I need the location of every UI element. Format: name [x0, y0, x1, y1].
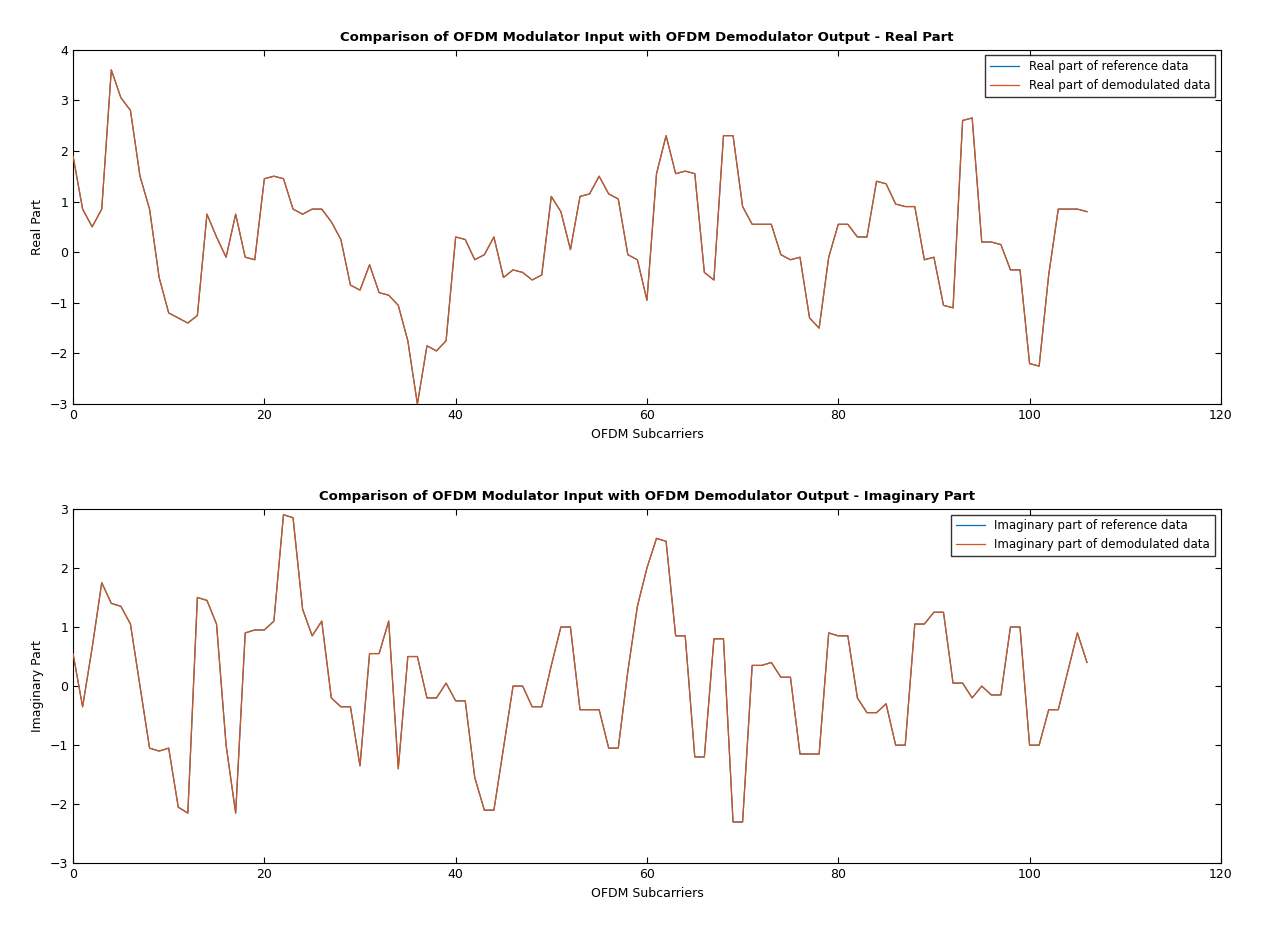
Y-axis label: Imaginary Part: Imaginary Part	[32, 641, 44, 732]
Real part of reference data	[983, 236, 999, 248]
Imaginary part of reference data	[382, 615, 397, 627]
Real part of reference data	[104, 64, 119, 75]
Imaginary part of reference data	[66, 648, 81, 659]
Real part of demodulated data	[983, 236, 999, 248]
Imaginary part of demodulated data	[897, 739, 913, 750]
Line: Real part of reference data: Real part of reference data	[73, 70, 1087, 404]
Imaginary part of reference data	[849, 693, 865, 704]
Imaginary part of demodulated data	[1079, 657, 1095, 668]
Imaginary part of demodulated data	[726, 816, 741, 828]
Imaginary part of reference data	[1079, 657, 1095, 668]
Real part of demodulated data	[382, 290, 397, 301]
Real part of demodulated data	[1079, 206, 1095, 217]
Real part of reference data	[1031, 360, 1047, 371]
Imaginary part of reference data	[726, 816, 741, 828]
Imaginary part of demodulated data	[983, 689, 999, 700]
Real part of reference data	[410, 398, 425, 410]
Real part of reference data	[382, 290, 397, 301]
Real part of demodulated data	[66, 150, 81, 161]
Y-axis label: Real Part: Real Part	[32, 199, 44, 255]
Title: Comparison of OFDM Modulator Input with OFDM Demodulator Output - Imaginary Part: Comparison of OFDM Modulator Input with …	[319, 491, 975, 504]
Real part of reference data	[66, 150, 81, 161]
Real part of demodulated data	[849, 232, 865, 243]
Line: Real part of demodulated data: Real part of demodulated data	[73, 70, 1087, 404]
Imaginary part of demodulated data	[66, 648, 81, 659]
X-axis label: OFDM Subcarriers: OFDM Subcarriers	[590, 427, 703, 440]
Real part of demodulated data	[410, 398, 425, 410]
Imaginary part of reference data	[1031, 739, 1047, 750]
Real part of demodulated data	[801, 313, 817, 324]
Real part of demodulated data	[1031, 360, 1047, 371]
Real part of reference data	[897, 201, 913, 212]
Line: Imaginary part of demodulated data: Imaginary part of demodulated data	[73, 515, 1087, 822]
Imaginary part of demodulated data	[801, 749, 817, 760]
X-axis label: OFDM Subcarriers: OFDM Subcarriers	[590, 886, 703, 899]
Imaginary part of reference data	[983, 689, 999, 700]
Imaginary part of reference data	[897, 739, 913, 750]
Real part of demodulated data	[897, 201, 913, 212]
Title: Comparison of OFDM Modulator Input with OFDM Demodulator Output - Real Part: Comparison of OFDM Modulator Input with …	[340, 32, 954, 45]
Imaginary part of demodulated data	[1031, 739, 1047, 750]
Legend: Imaginary part of reference data, Imaginary part of demodulated data: Imaginary part of reference data, Imagin…	[951, 515, 1215, 556]
Line: Imaginary part of reference data: Imaginary part of reference data	[73, 515, 1087, 822]
Imaginary part of reference data	[276, 509, 291, 520]
Real part of reference data	[849, 232, 865, 243]
Legend: Real part of reference data, Real part of demodulated data: Real part of reference data, Real part o…	[985, 56, 1215, 97]
Imaginary part of demodulated data	[382, 615, 397, 627]
Real part of reference data	[801, 313, 817, 324]
Real part of demodulated data	[104, 64, 119, 75]
Imaginary part of demodulated data	[849, 693, 865, 704]
Imaginary part of demodulated data	[276, 509, 291, 520]
Real part of reference data	[1079, 206, 1095, 217]
Imaginary part of reference data	[801, 749, 817, 760]
